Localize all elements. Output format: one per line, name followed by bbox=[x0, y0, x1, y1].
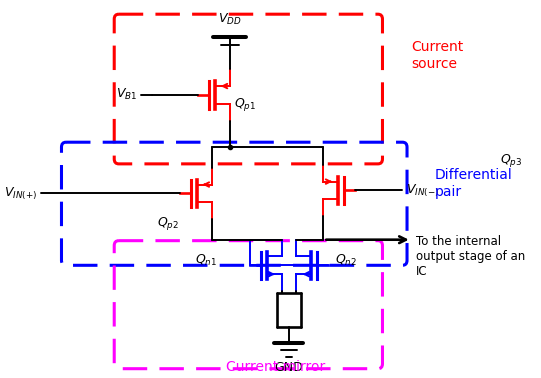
Text: $V_{IN(-)}$: $V_{IN(-)}$ bbox=[406, 182, 439, 199]
Text: Current mirror: Current mirror bbox=[226, 359, 325, 373]
Text: $Q_{p3}$: $Q_{p3}$ bbox=[500, 152, 522, 169]
Text: $V_{IN(+)}$: $V_{IN(+)}$ bbox=[4, 185, 37, 201]
Text: $Q_{p1}$: $Q_{p1}$ bbox=[234, 96, 256, 113]
Text: $Q_{p2}$: $Q_{p2}$ bbox=[157, 215, 179, 232]
Text: GND: GND bbox=[274, 361, 303, 374]
Text: Current
source: Current source bbox=[412, 40, 464, 71]
Text: To the internal
output stage of an
IC: To the internal output stage of an IC bbox=[416, 235, 525, 278]
Text: Differential
pair: Differential pair bbox=[434, 169, 512, 199]
Text: $Q_{n1}$: $Q_{n1}$ bbox=[195, 253, 217, 268]
Text: $V_{B1}$: $V_{B1}$ bbox=[116, 87, 137, 102]
Text: $Q_{n2}$: $Q_{n2}$ bbox=[335, 253, 357, 268]
Text: $V_{DD}$: $V_{DD}$ bbox=[218, 12, 241, 27]
